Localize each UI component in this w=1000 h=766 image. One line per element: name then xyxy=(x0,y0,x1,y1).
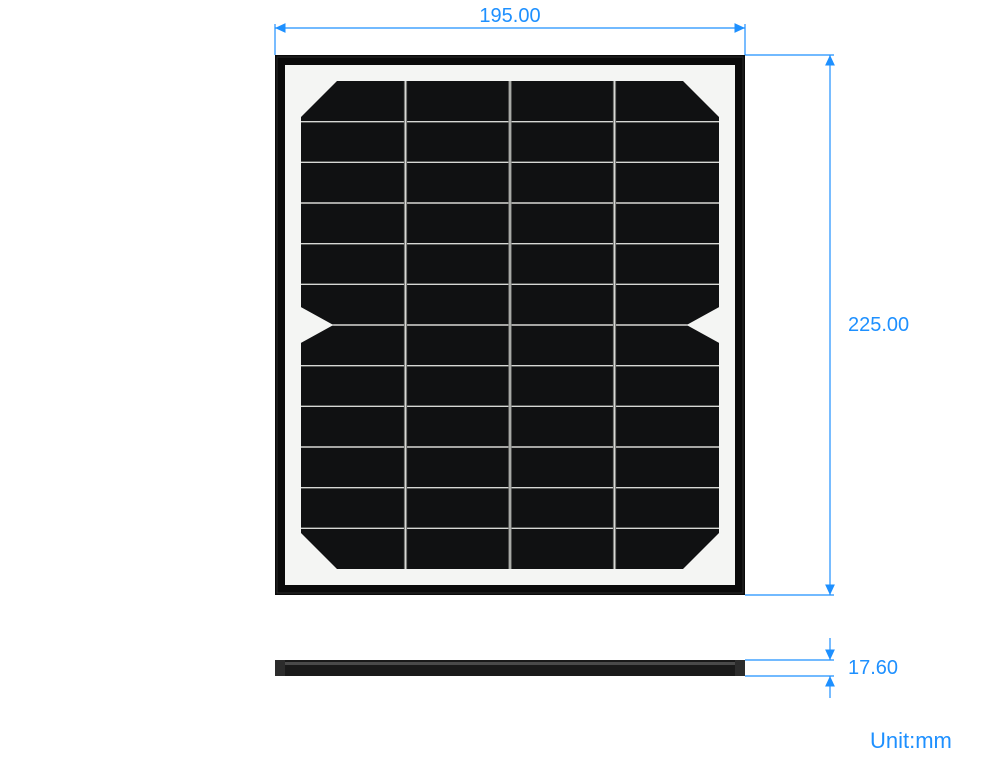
height-dimension-label: 225.00 xyxy=(848,314,909,336)
width-dimension-label: 195.00 xyxy=(479,5,540,27)
unit-label: Unit:mm xyxy=(870,728,952,753)
solar-cells xyxy=(301,81,719,569)
diagram-canvas: 195.00 225.00 17.60 Unit:mm xyxy=(0,0,1000,766)
panel-side-view xyxy=(275,660,745,676)
thickness-dimension-label: 17.60 xyxy=(848,657,898,679)
